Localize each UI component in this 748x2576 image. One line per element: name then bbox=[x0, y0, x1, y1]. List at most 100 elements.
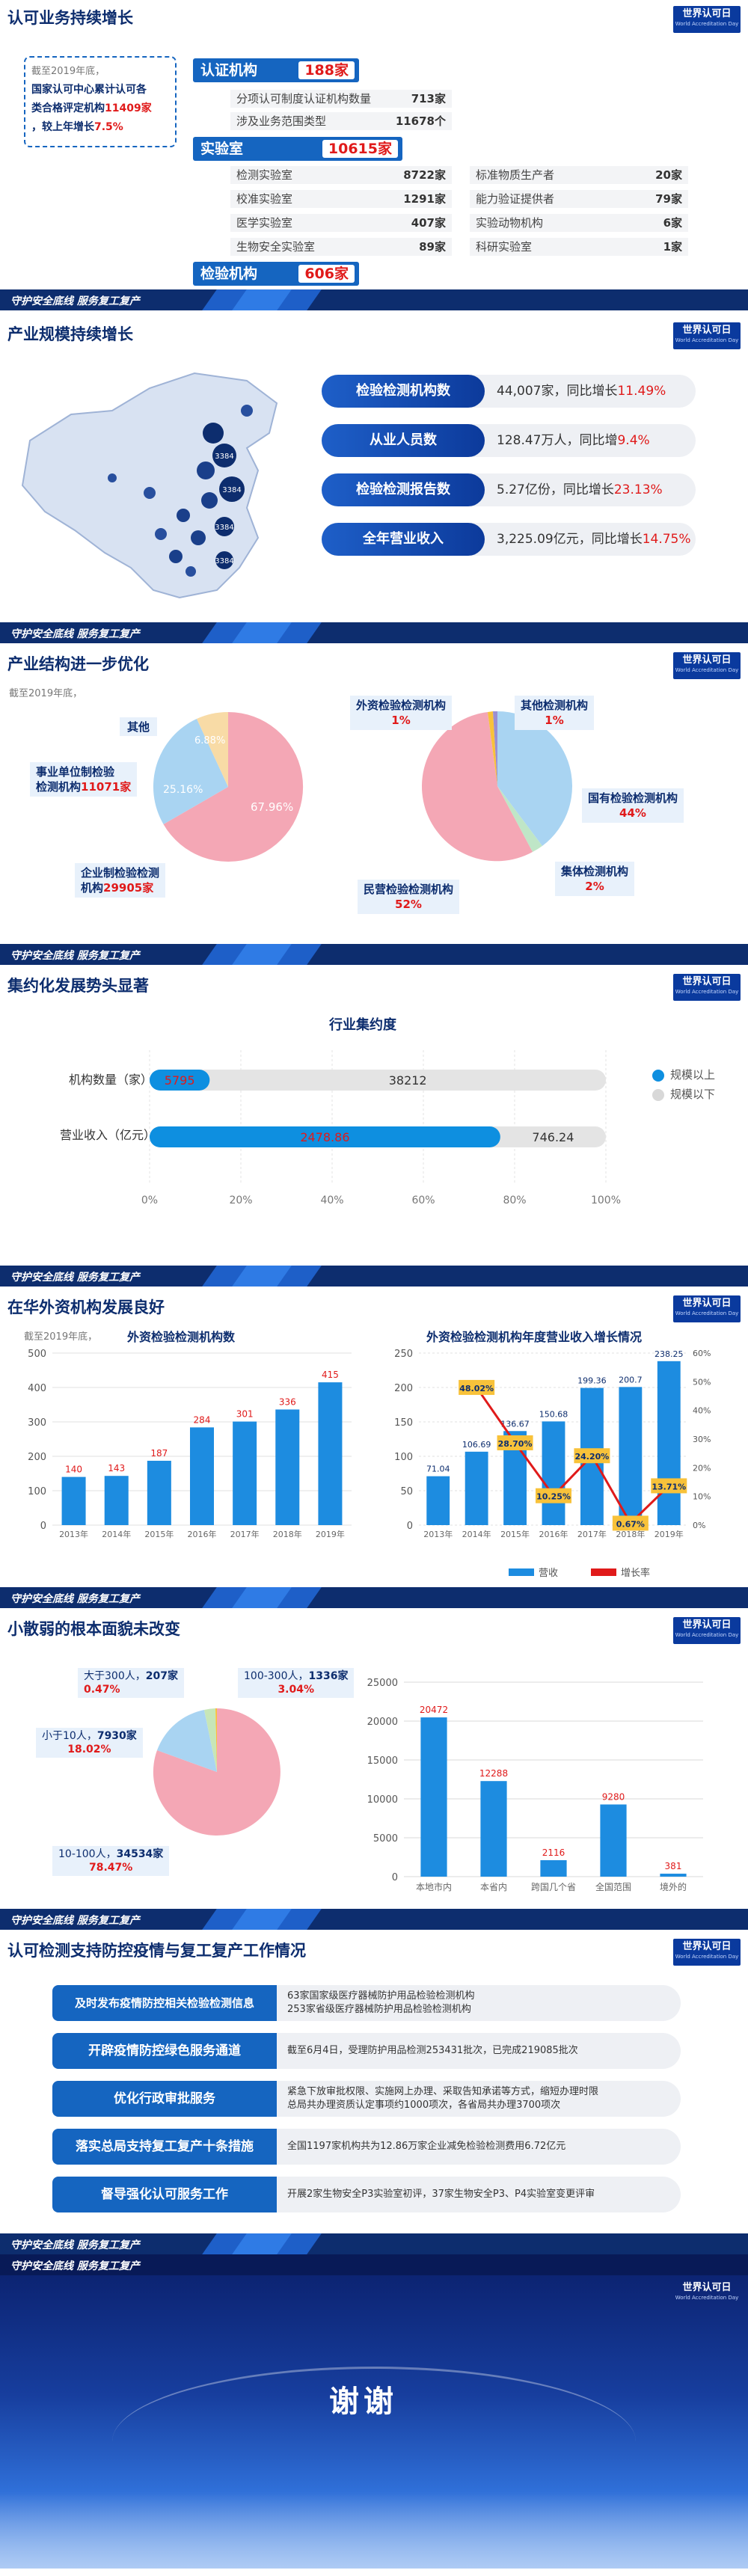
data-label: 415 bbox=[322, 1370, 339, 1380]
data-label: 2116 bbox=[542, 1847, 565, 1858]
data-label: 238.25 bbox=[654, 1349, 684, 1359]
action-item: 优化行政审批服务 紧急下放审批权限、实施网上办理、采取告知承诺等方式，缩短办理时限… bbox=[52, 2081, 681, 2117]
x-tick-label: 2014年 bbox=[462, 1529, 491, 1539]
date-note: 截至2019年底， bbox=[9, 688, 83, 699]
x-tick-label: 2017年 bbox=[230, 1529, 260, 1539]
light-arc bbox=[112, 2367, 636, 2516]
summary-note-box: 截至2019年底， 国家认可中心累计认可各 类合格评定机构11409家 ，较上年… bbox=[24, 56, 177, 147]
cert-row: 分项认可制度认证机构数量 713家 bbox=[230, 90, 452, 108]
rate-label: 0.67% bbox=[616, 1519, 645, 1529]
bar-below bbox=[150, 1070, 606, 1091]
y-tick-label: 500 bbox=[28, 1349, 46, 1360]
china-map: 3384 3384 3384 3384 bbox=[21, 372, 278, 599]
label-collective: 集体检测机构 2% bbox=[555, 862, 635, 896]
lab-row: 能力验证提供者 79家 bbox=[470, 190, 688, 208]
action-item: 开辟疫情防控绿色服务通道 截至6月4日，受理防护用品检测253431批次，已完成2… bbox=[52, 2033, 681, 2069]
value-below: 38212 bbox=[389, 1073, 427, 1088]
slide-accreditation-growth: 认可业务持续增长 世界认可日 World Accreditation Day 截至… bbox=[0, 0, 748, 310]
world-accreditation-day-logo: 世界认可日 World Accreditation Day bbox=[673, 1617, 741, 1644]
y2-tick-label: 60% bbox=[693, 1349, 711, 1358]
lab-row: 标准物质生产者 20家 bbox=[470, 166, 688, 184]
rate-label: 24.20% bbox=[575, 1452, 610, 1462]
rate-label: 10.25% bbox=[536, 1492, 571, 1502]
label-10-100: 10-100人，34534家 78.47% bbox=[52, 1846, 170, 1876]
bar bbox=[420, 1717, 447, 1877]
bar bbox=[540, 1859, 567, 1877]
y-tick-label: 0 bbox=[392, 1872, 398, 1883]
y-tick-label: 0 bbox=[407, 1521, 413, 1532]
action-item: 落实总局支持复工复产十条措施 全国1197家机构共为12.86万家企业减免检验检测… bbox=[52, 2129, 681, 2165]
x-tick-label: 本地市内 bbox=[416, 1881, 452, 1892]
cert-bodies-bar: 认证机构 188家 bbox=[193, 58, 359, 82]
value-above: 2478.86 bbox=[300, 1130, 349, 1144]
slide-title: 小散弱的根本面貌未改变 bbox=[7, 1620, 180, 1638]
pie-size-distribution bbox=[153, 1708, 280, 1836]
bar bbox=[61, 1476, 86, 1525]
legend-revenue: 营收 bbox=[509, 1565, 558, 1579]
foreign-charts: 01002003004005001402013年1432014年1872015年… bbox=[28, 1349, 711, 1539]
x-tick-label: 2014年 bbox=[102, 1529, 131, 1539]
x-tick-label: 2015年 bbox=[500, 1529, 530, 1539]
x-tick-label: 100% bbox=[591, 1195, 621, 1206]
bar-above bbox=[150, 1070, 210, 1091]
lab-row: 实验动物机构 6家 bbox=[470, 214, 688, 232]
rate-label-bg bbox=[536, 1488, 571, 1503]
world-accreditation-day-logo: 世界认可日 World Accreditation Day bbox=[675, 2282, 739, 2301]
x-tick-label: 60% bbox=[411, 1195, 435, 1206]
pct-label: 67.96% bbox=[251, 800, 293, 814]
action-item: 及时发布疫情防控相关检验检测信息 63家国家级医疗器械防护用品检验检测机构 253家… bbox=[52, 1985, 681, 2021]
x-tick-label: 2019年 bbox=[316, 1529, 345, 1539]
y-tick-label: 10000 bbox=[367, 1794, 398, 1806]
label-under-10: 小于10人，7930家 18.02% bbox=[36, 1728, 143, 1758]
y2-tick-label: 10% bbox=[693, 1492, 711, 1502]
y-tick-label: 250 bbox=[394, 1349, 413, 1360]
slide-epidemic-support: 认可检测支持防控疫情与复工复产工作情况 世界认可日 World Accredita… bbox=[0, 1930, 748, 2254]
data-label: 106.69 bbox=[462, 1440, 491, 1450]
data-label: 143 bbox=[108, 1463, 125, 1473]
x-tick-label: 2015年 bbox=[144, 1529, 174, 1539]
x-tick-label: 80% bbox=[503, 1195, 526, 1206]
label-state-owned: 国有检验检测机构 44% bbox=[582, 788, 684, 823]
data-label: 381 bbox=[665, 1861, 682, 1871]
bar bbox=[104, 1476, 129, 1525]
x-tick-label: 本省内 bbox=[480, 1882, 507, 1892]
y2-tick-label: 30% bbox=[693, 1435, 711, 1444]
bar bbox=[233, 1421, 257, 1525]
row-label: 机构数量（家） bbox=[69, 1073, 153, 1087]
label-public-institution: 事业单位制检验 检测机构11071家 bbox=[30, 762, 138, 797]
world-accreditation-day-logo: 世界认可日 World Accreditation Day bbox=[673, 1939, 741, 1966]
cert-row: 涉及业务范围类型 11678个 bbox=[230, 112, 452, 130]
y-tick-label: 100 bbox=[394, 1452, 413, 1463]
slide-industry-structure: 产业结构进一步优化 世界认可日 World Accreditation Day 截… bbox=[0, 643, 748, 965]
slide-title: 产业规模持续增长 bbox=[7, 325, 133, 343]
bar bbox=[619, 1387, 643, 1525]
x-tick-label: 2016年 bbox=[539, 1529, 568, 1539]
rate-label: 28.70% bbox=[498, 1439, 533, 1449]
x-tick-label: 2019年 bbox=[654, 1529, 684, 1539]
slide-footer: 守护安全底线 服务复工复产 bbox=[0, 289, 748, 310]
slide-footer: 守护安全底线 服务复工复产 bbox=[0, 1587, 748, 1608]
x-tick-label: 2018年 bbox=[616, 1529, 645, 1539]
lab-row: 科研实验室 1家 bbox=[470, 238, 688, 256]
bar bbox=[542, 1421, 565, 1525]
y-tick-label: 25000 bbox=[367, 1678, 398, 1689]
map-value: 3384 bbox=[215, 524, 233, 532]
bar bbox=[318, 1382, 343, 1525]
map-value: 3384 bbox=[215, 453, 233, 461]
rate-label: 48.02% bbox=[459, 1384, 494, 1393]
bar bbox=[147, 1460, 171, 1525]
date-note: 截至2019年底， bbox=[24, 1331, 98, 1343]
data-label: 71.04 bbox=[426, 1465, 450, 1474]
lab-row: 校准实验室 1291家 bbox=[230, 190, 452, 208]
slide-footer: 守护安全底线 服务复工复产 bbox=[0, 622, 748, 643]
y-tick-label: 5000 bbox=[373, 1833, 398, 1844]
chart-title: 外资检验检测机构数 bbox=[127, 1330, 236, 1344]
stat-row: 检验检测报告数 5.27亿份，同比增长23.13% bbox=[322, 473, 696, 506]
slide-footer: 守护安全底线 服务复工复产 bbox=[0, 1266, 748, 1287]
slide-concentration: 集约化发展势头显著 世界认可日 World Accreditation Day 行… bbox=[0, 965, 748, 1287]
inspection-bodies-bar: 检验机构 606家 bbox=[193, 262, 359, 286]
x-tick-label: 2013年 bbox=[59, 1529, 88, 1539]
rate-label-bg bbox=[651, 1478, 687, 1494]
label-enterprise: 企业制检验检测 机构29905家 bbox=[75, 863, 166, 898]
rate-label-bg bbox=[612, 1515, 649, 1531]
